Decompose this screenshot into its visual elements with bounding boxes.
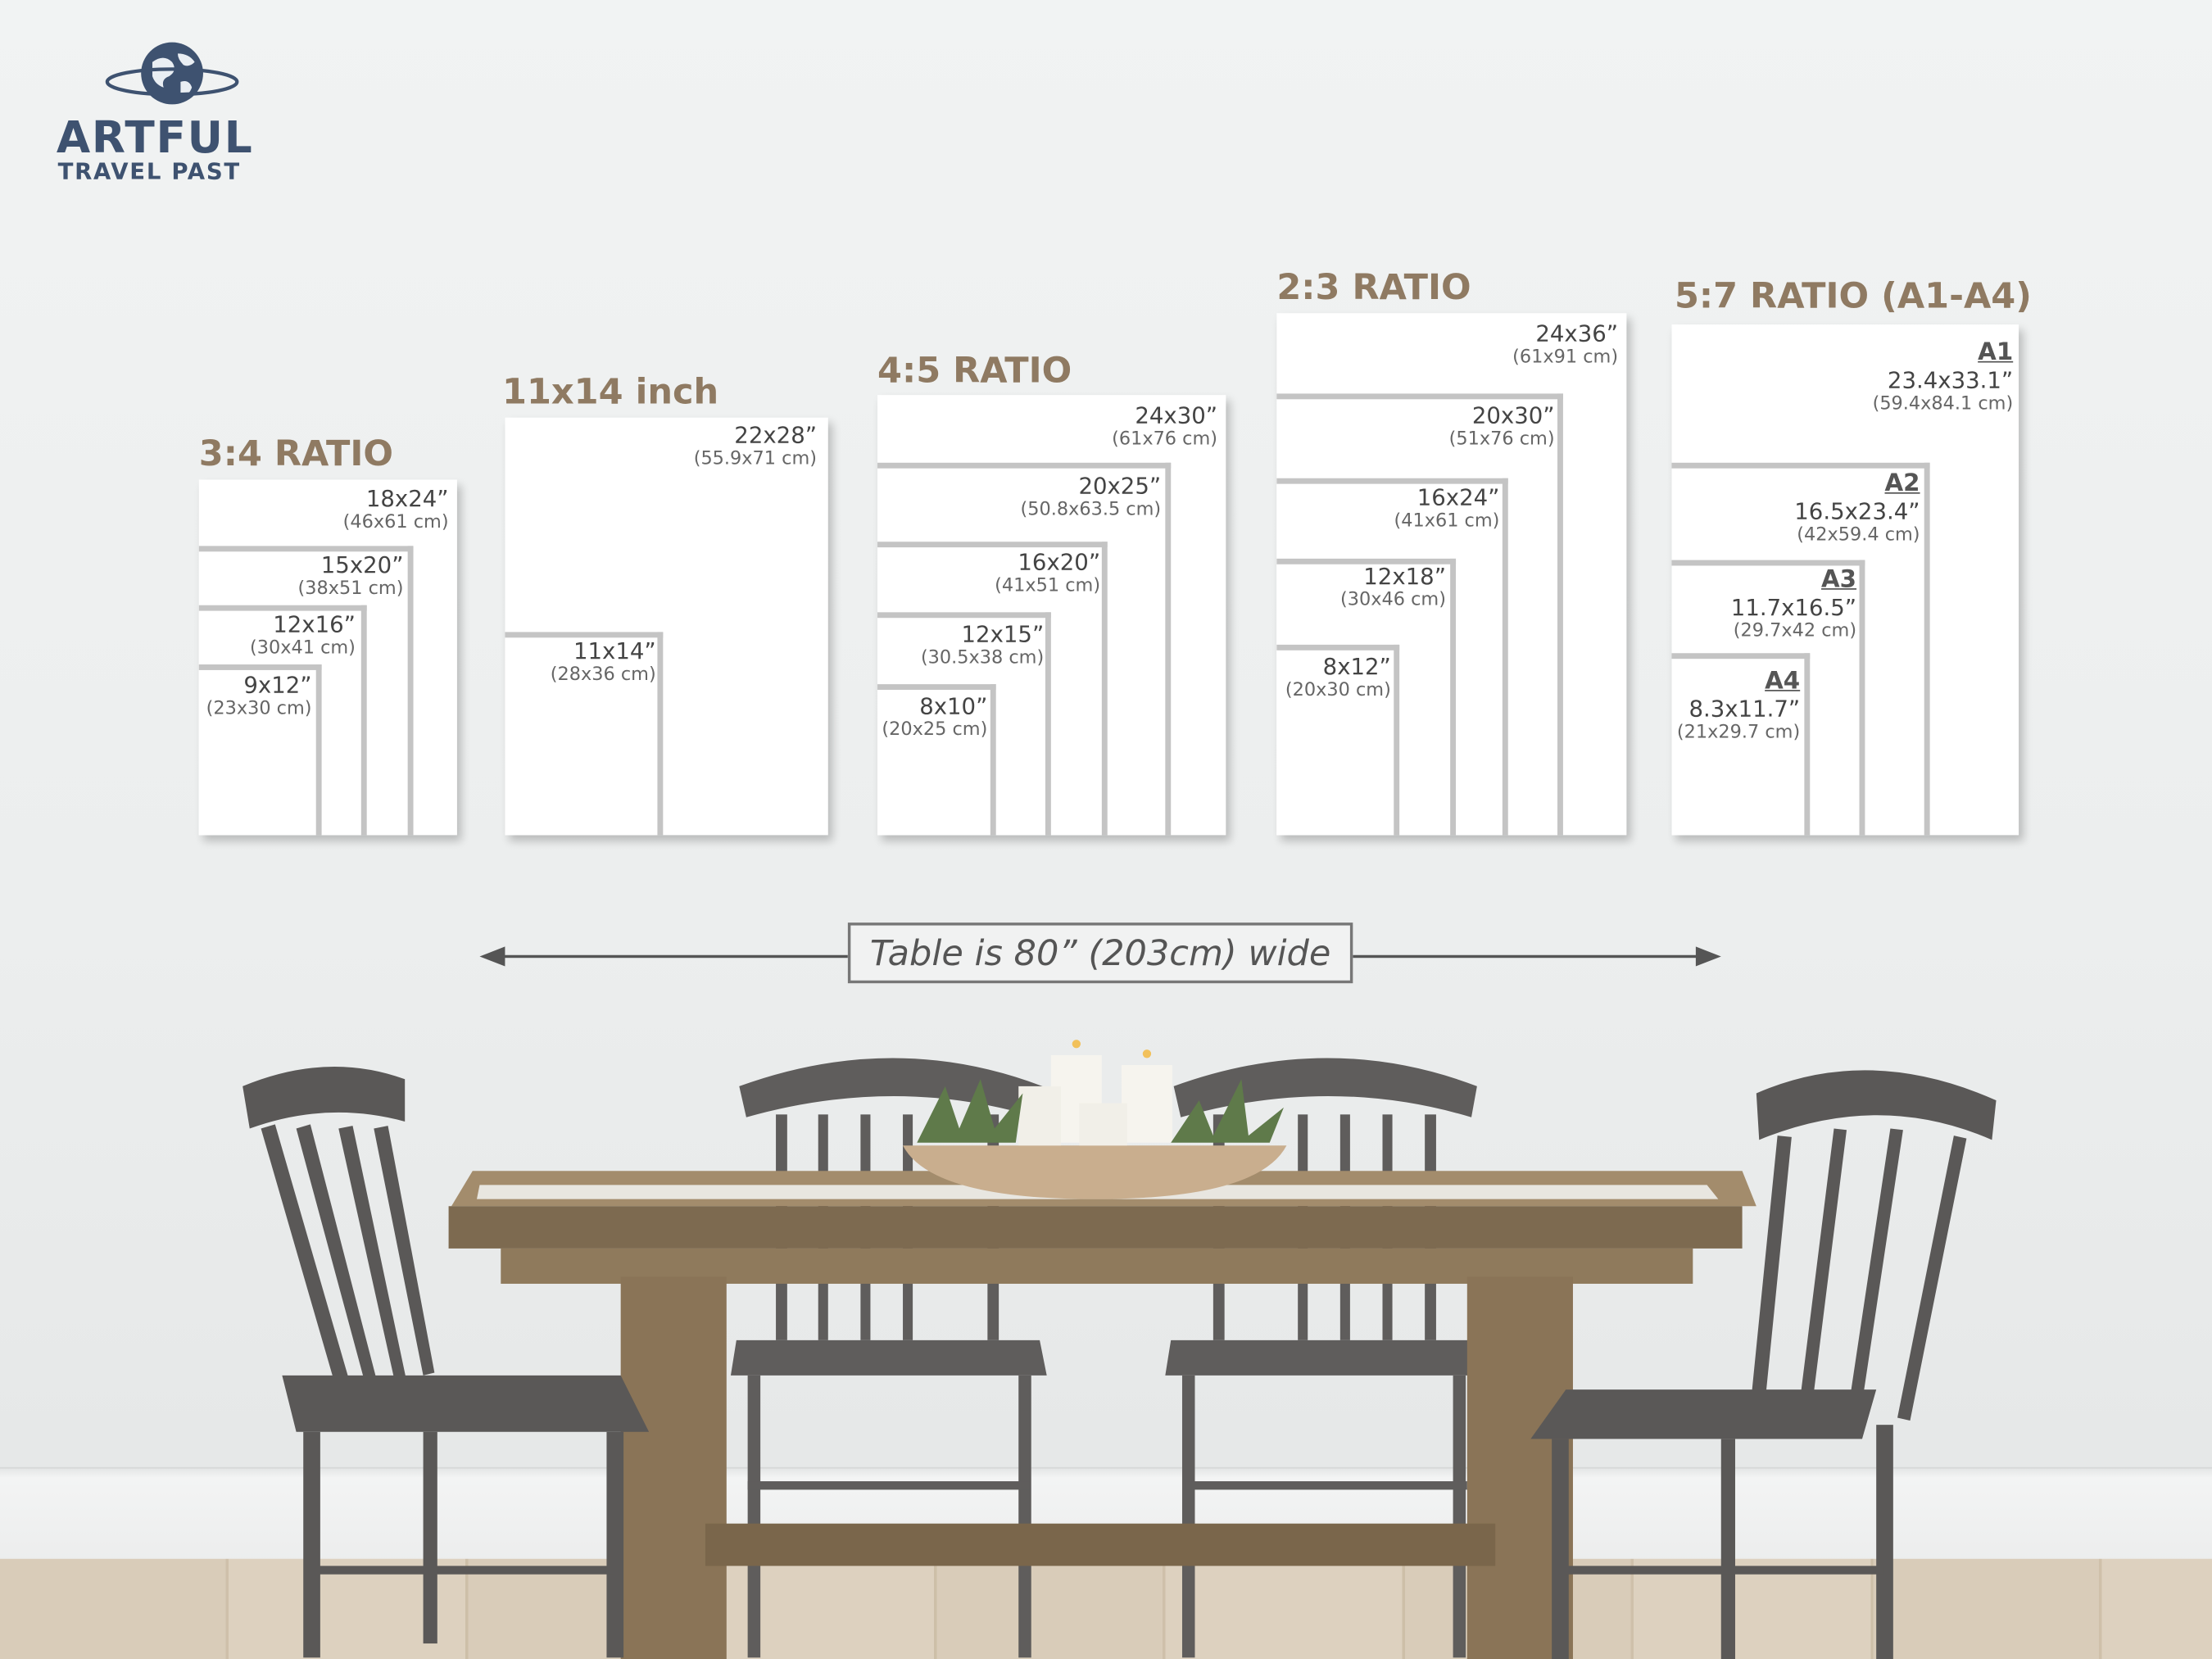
frame-outline (877, 684, 996, 836)
frame-size-label: 24x36” (61x91 cm) (1512, 320, 1618, 369)
size-inches: 23.4x33.1” (1887, 366, 2014, 394)
size-cm: (29.7x42 cm) (1733, 620, 1857, 642)
size-inches: 15x20” (320, 551, 404, 578)
size-cm: (42x59.4 cm) (1797, 524, 1920, 546)
frame-size-label: 22x28” (55.9x71 cm) (694, 422, 817, 470)
frame-size-label: 8x10” (20x25 cm) (882, 692, 987, 741)
frame-size-label: 18x24” (46x61 cm) (343, 485, 449, 533)
size-cm: (20x25 cm) (882, 719, 988, 741)
frame-size-label: 12x15” (30.5x38 cm) (921, 621, 1044, 669)
size-inches: 12x16” (273, 610, 356, 638)
size-inches: 9x12” (243, 671, 312, 699)
size-inches: 11.7x16.5” (1730, 593, 1857, 621)
frame-size-label: A1 23.4x33.1” (59.4x84.1 cm) (1873, 338, 2014, 415)
chair-back-left (730, 1058, 1047, 1658)
frame-outline (198, 664, 322, 836)
size-inches: 8.3x11.7” (1688, 695, 1801, 723)
wood-floor (0, 1558, 2212, 1659)
centerpiece-bowl-candles (903, 1040, 1287, 1199)
arrowhead-left-icon (479, 946, 505, 967)
size-inches: 11x14” (573, 637, 656, 665)
frame-size-label: A3 11.7x16.5” (29.7x42 cm) (1731, 565, 1856, 641)
frame-group (877, 395, 1226, 836)
chair-front-right (1530, 1070, 1997, 1659)
group-title: 5:7 RATIO (A1-A4) (1674, 274, 2032, 316)
frame-outline (505, 632, 664, 836)
paper-size-name: A3 (1821, 565, 1857, 594)
table-width-arrow-left (496, 954, 848, 959)
logo-title: ARTFUL (56, 112, 254, 164)
size-cm: (41x51 cm) (995, 575, 1101, 597)
frame-size-label: 9x12” (23x30 cm) (206, 672, 312, 720)
size-cm: (61x91 cm) (1512, 347, 1619, 369)
size-cm: (28x36 cm) (550, 664, 656, 686)
group-title: 3:4 RATIO (198, 433, 394, 474)
frame-size-label: 15x20” (38x51 cm) (298, 551, 404, 600)
frame-group (1276, 313, 1627, 836)
size-inches: 24x30” (1135, 401, 1218, 429)
frame-size-label: 20x25” (50.8x63.5 cm) (1021, 473, 1162, 521)
frame-group (505, 417, 828, 836)
size-cm: (41x61 cm) (1394, 510, 1500, 533)
size-inches: 16x24” (1416, 483, 1500, 511)
table-width-caption: Table is 80” (203cm) wide (847, 922, 1353, 984)
frame-outline (1276, 644, 1400, 836)
size-inches: 18x24” (365, 485, 449, 513)
size-inches: 24x36” (1535, 320, 1619, 347)
paper-size-name: A4 (1765, 667, 1801, 696)
size-cm: (30.5x38 cm) (920, 647, 1045, 669)
frame-size-label: A4 8.3x11.7” (21x29.7 cm) (1677, 667, 1800, 743)
frame-size-label: 11x14” (28x36 cm) (551, 637, 656, 686)
size-inches: 22x28” (734, 421, 818, 449)
size-cm: (51x76 cm) (1448, 428, 1555, 451)
table-width-arrow-right (1353, 954, 1706, 959)
frame-size-label: 16x20” (41x51 cm) (995, 549, 1100, 597)
size-inches: 16.5x23.4” (1794, 497, 1920, 525)
size-inches: 12x18” (1363, 563, 1446, 590)
frame-size-label: 12x18” (30x46 cm) (1340, 563, 1446, 611)
size-cm: (30x46 cm) (1340, 589, 1446, 611)
chair-front-left (243, 1066, 650, 1658)
group-title: 11x14 inch (502, 370, 719, 412)
frame-size-label: 12x16” (30x41 cm) (250, 611, 356, 660)
size-cm: (61x76 cm) (1112, 428, 1218, 451)
size-inches: 8x12” (1322, 653, 1391, 680)
size-cm: (50.8x63.5 cm) (1020, 499, 1162, 521)
paper-size-name: A2 (1884, 469, 1920, 498)
size-cm: (21x29.7 cm) (1676, 722, 1801, 744)
size-inches: 12x15” (961, 620, 1045, 648)
size-cm: (59.4x84.1 cm) (1872, 393, 2014, 415)
globe-with-orbit-icon (105, 42, 239, 105)
frame-group (198, 479, 457, 836)
size-cm: (20x30 cm) (1285, 679, 1391, 701)
logo-subtitle: TRAVEL PAST (57, 157, 241, 185)
size-cm: (30x41 cm) (249, 637, 356, 660)
size-cm: (38x51 cm) (297, 578, 404, 600)
arrowhead-right-icon (1695, 946, 1721, 967)
group-title: 2:3 RATIO (1276, 266, 1471, 308)
frame-size-label: 20x30” (51x76 cm) (1449, 402, 1555, 451)
size-inches: 20x25” (1078, 472, 1162, 500)
frame-size-label: 8x12” (20x30 cm) (1285, 653, 1391, 701)
frame-outline (1671, 653, 1811, 836)
size-inches: 8x10” (919, 692, 988, 720)
size-cm: (46x61 cm) (342, 512, 449, 533)
size-cm: (23x30 cm) (206, 698, 312, 720)
frame-size-label: 16x24” (41x61 cm) (1394, 484, 1499, 533)
frame-group (1671, 324, 2019, 836)
size-inches: 16x20” (1018, 548, 1101, 576)
paper-size-name: A1 (1978, 338, 2014, 367)
group-title: 4:5 RATIO (877, 350, 1072, 391)
size-cm: (55.9x71 cm) (693, 448, 818, 470)
frame-size-label: A2 16.5x23.4” (42x59.4 cm) (1794, 469, 1920, 546)
frame-size-label: 24x30” (61x76 cm) (1112, 402, 1217, 451)
size-inches: 20x30” (1471, 401, 1555, 429)
